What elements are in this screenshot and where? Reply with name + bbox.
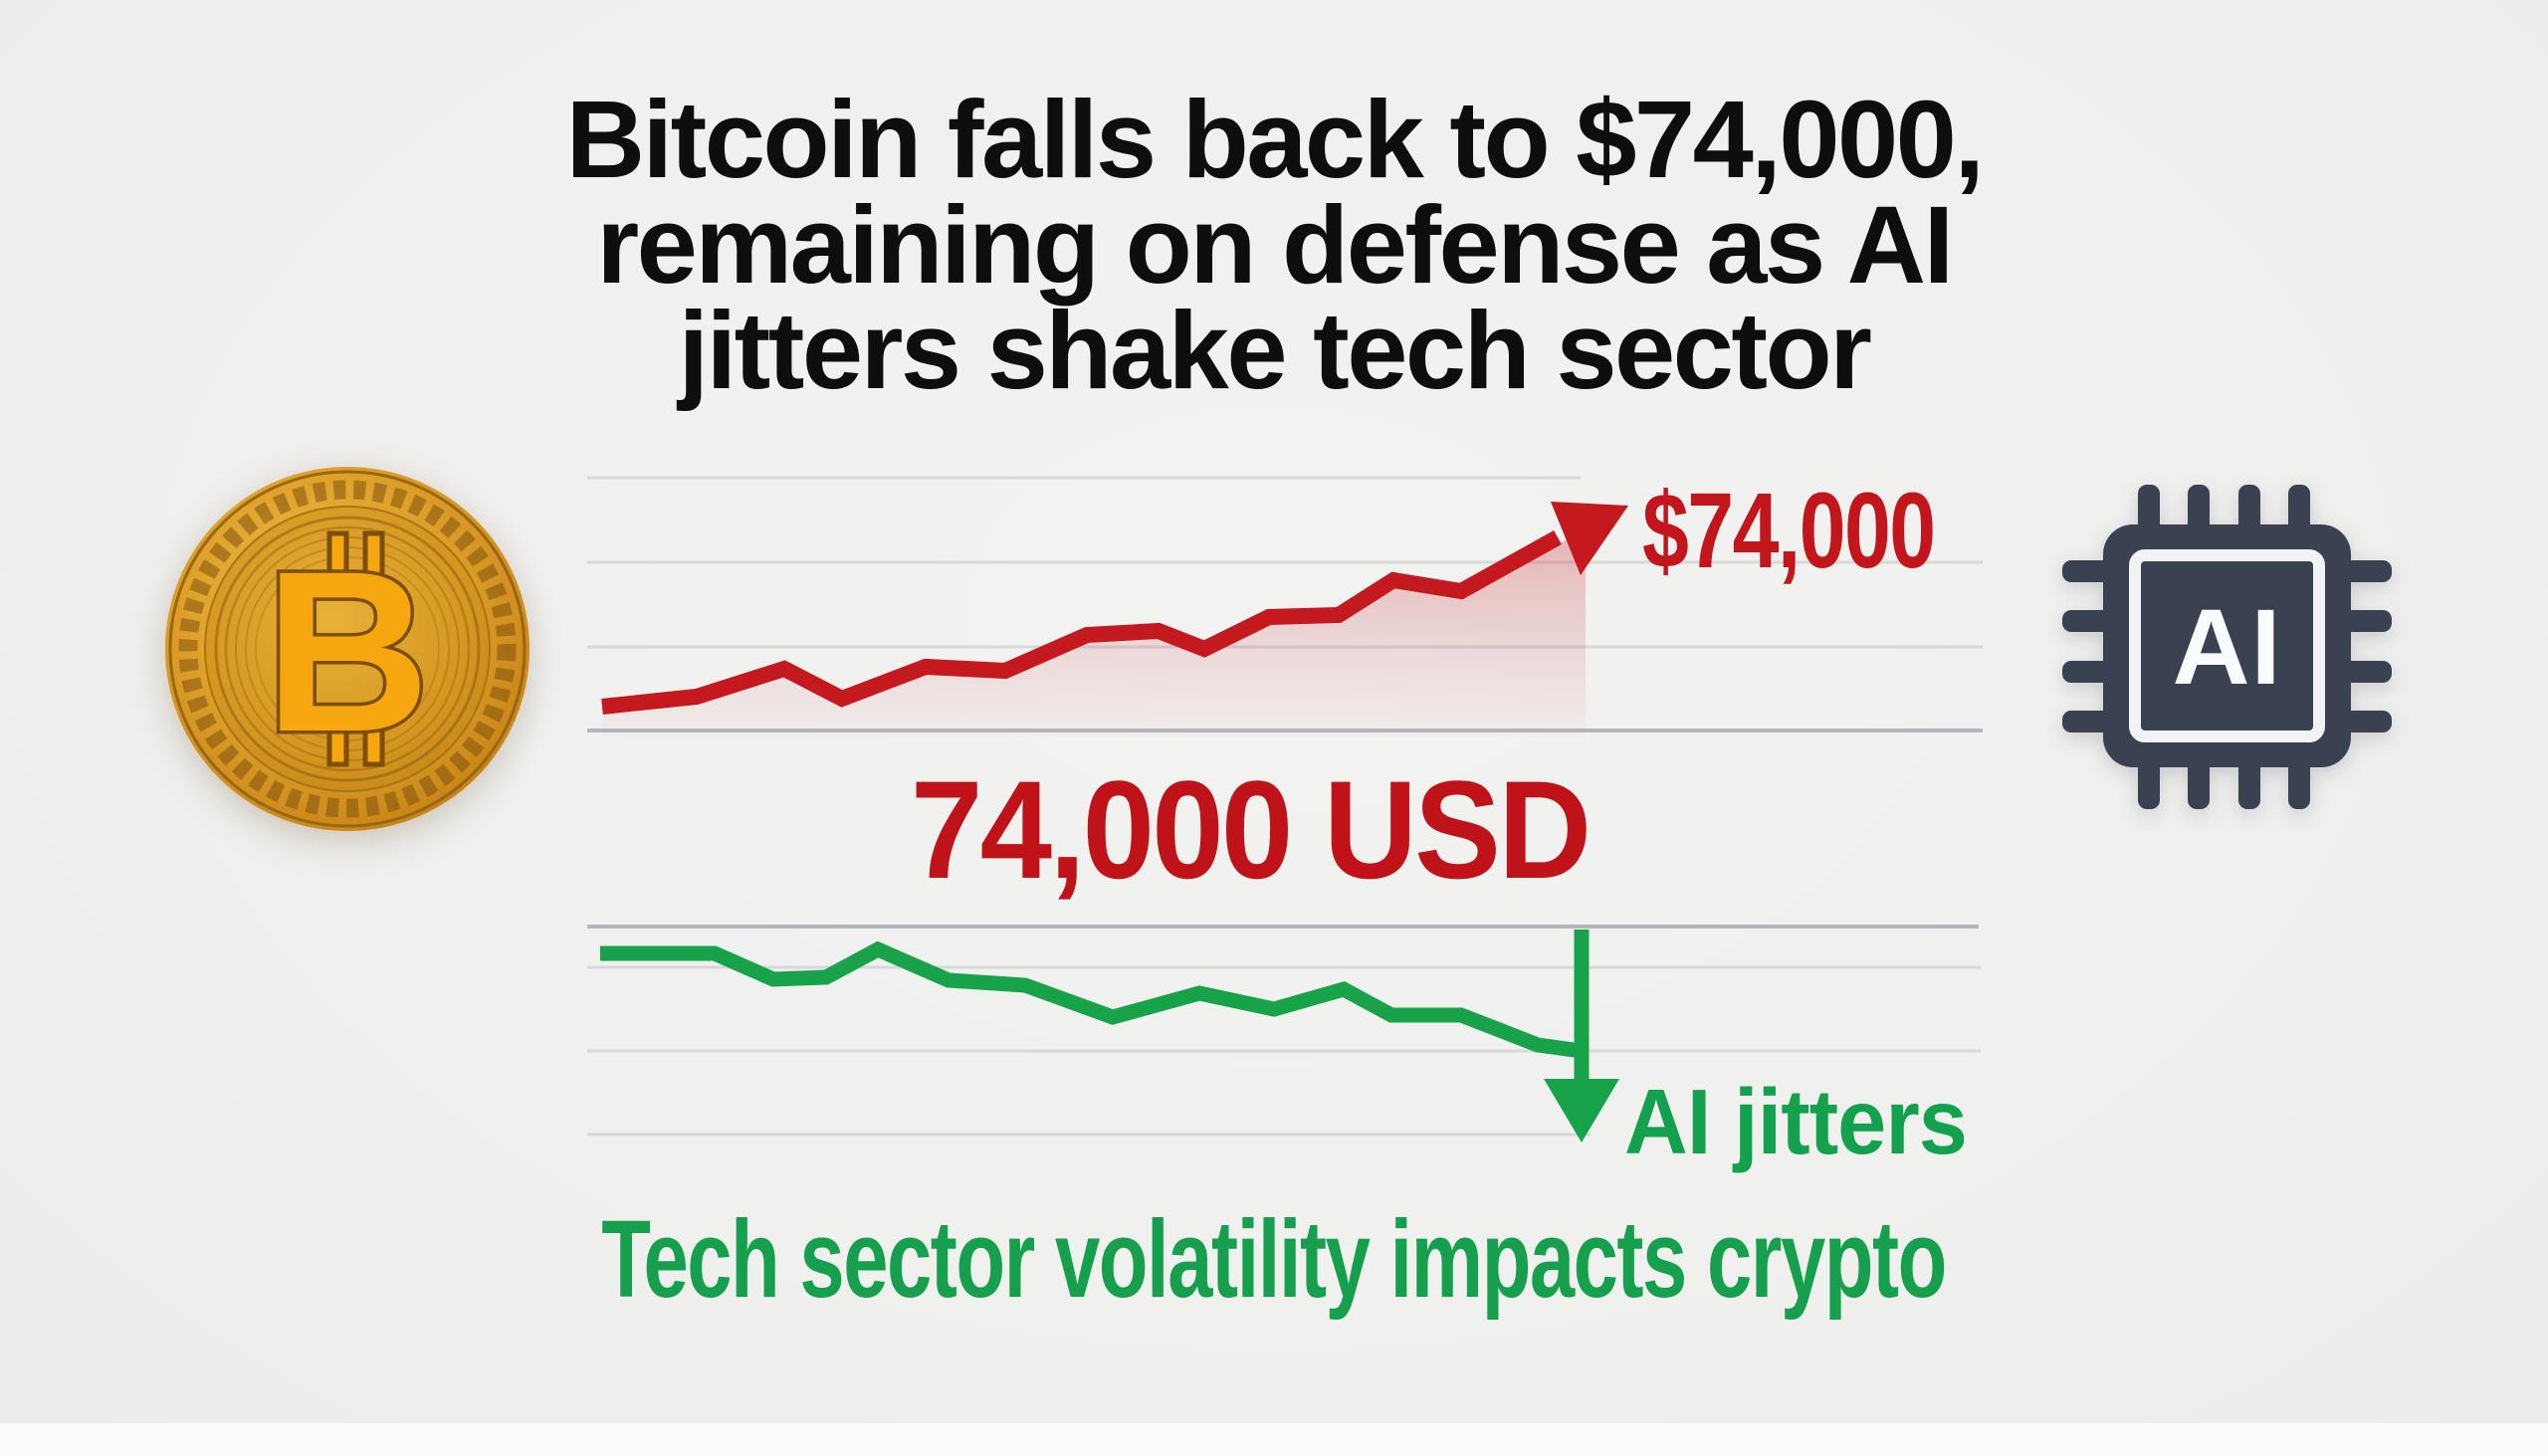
chip-pin xyxy=(2238,753,2260,809)
headline-line-1: Bitcoin falls back to $74,000, xyxy=(565,79,1985,201)
chip-pin xyxy=(2188,753,2210,809)
tech-sector-index-line xyxy=(600,940,1584,1059)
ai-jitters-label: AI jitters xyxy=(1624,1070,1968,1173)
chip-pin xyxy=(2138,753,2160,809)
headline-line-2: remaining on defense as AI xyxy=(596,184,1954,307)
ai-chip-icon: AI xyxy=(2062,485,2392,809)
headline: Bitcoin falls back to $74,000, remaining… xyxy=(0,79,2548,412)
bitcoin-symbol: B xyxy=(261,520,433,783)
coin-rim-lettering xyxy=(178,480,517,818)
bitcoin-price-arrow-head xyxy=(1551,502,1628,575)
footer-caption: Tech sector volatility impacts crypto xyxy=(0,1196,2548,1323)
bitcoin-price-area-fill xyxy=(602,530,1586,736)
big-price-label: 74,000 USD xyxy=(911,751,1592,908)
bottom-strip xyxy=(0,1423,2548,1456)
footer-caption-text: Tech sector volatility impacts crypto xyxy=(601,1198,1948,1321)
chip-body: AI xyxy=(2103,524,2351,767)
price-callout: $74,000 xyxy=(1642,470,1936,590)
bitcoin-coin-svg: B xyxy=(165,467,530,831)
bitcoin-b-glyph: B xyxy=(265,523,430,779)
bitcoin-coin-icon: B xyxy=(162,464,532,834)
chip-pin xyxy=(2288,753,2310,809)
chip-label: AI xyxy=(2172,585,2282,707)
tech-sector-index-arrow-head xyxy=(1544,1079,1619,1143)
bitcoin-price-line xyxy=(601,530,1562,715)
chip-frame xyxy=(2129,549,2325,742)
headline-line-3: jitters shake tech sector xyxy=(678,290,1872,412)
